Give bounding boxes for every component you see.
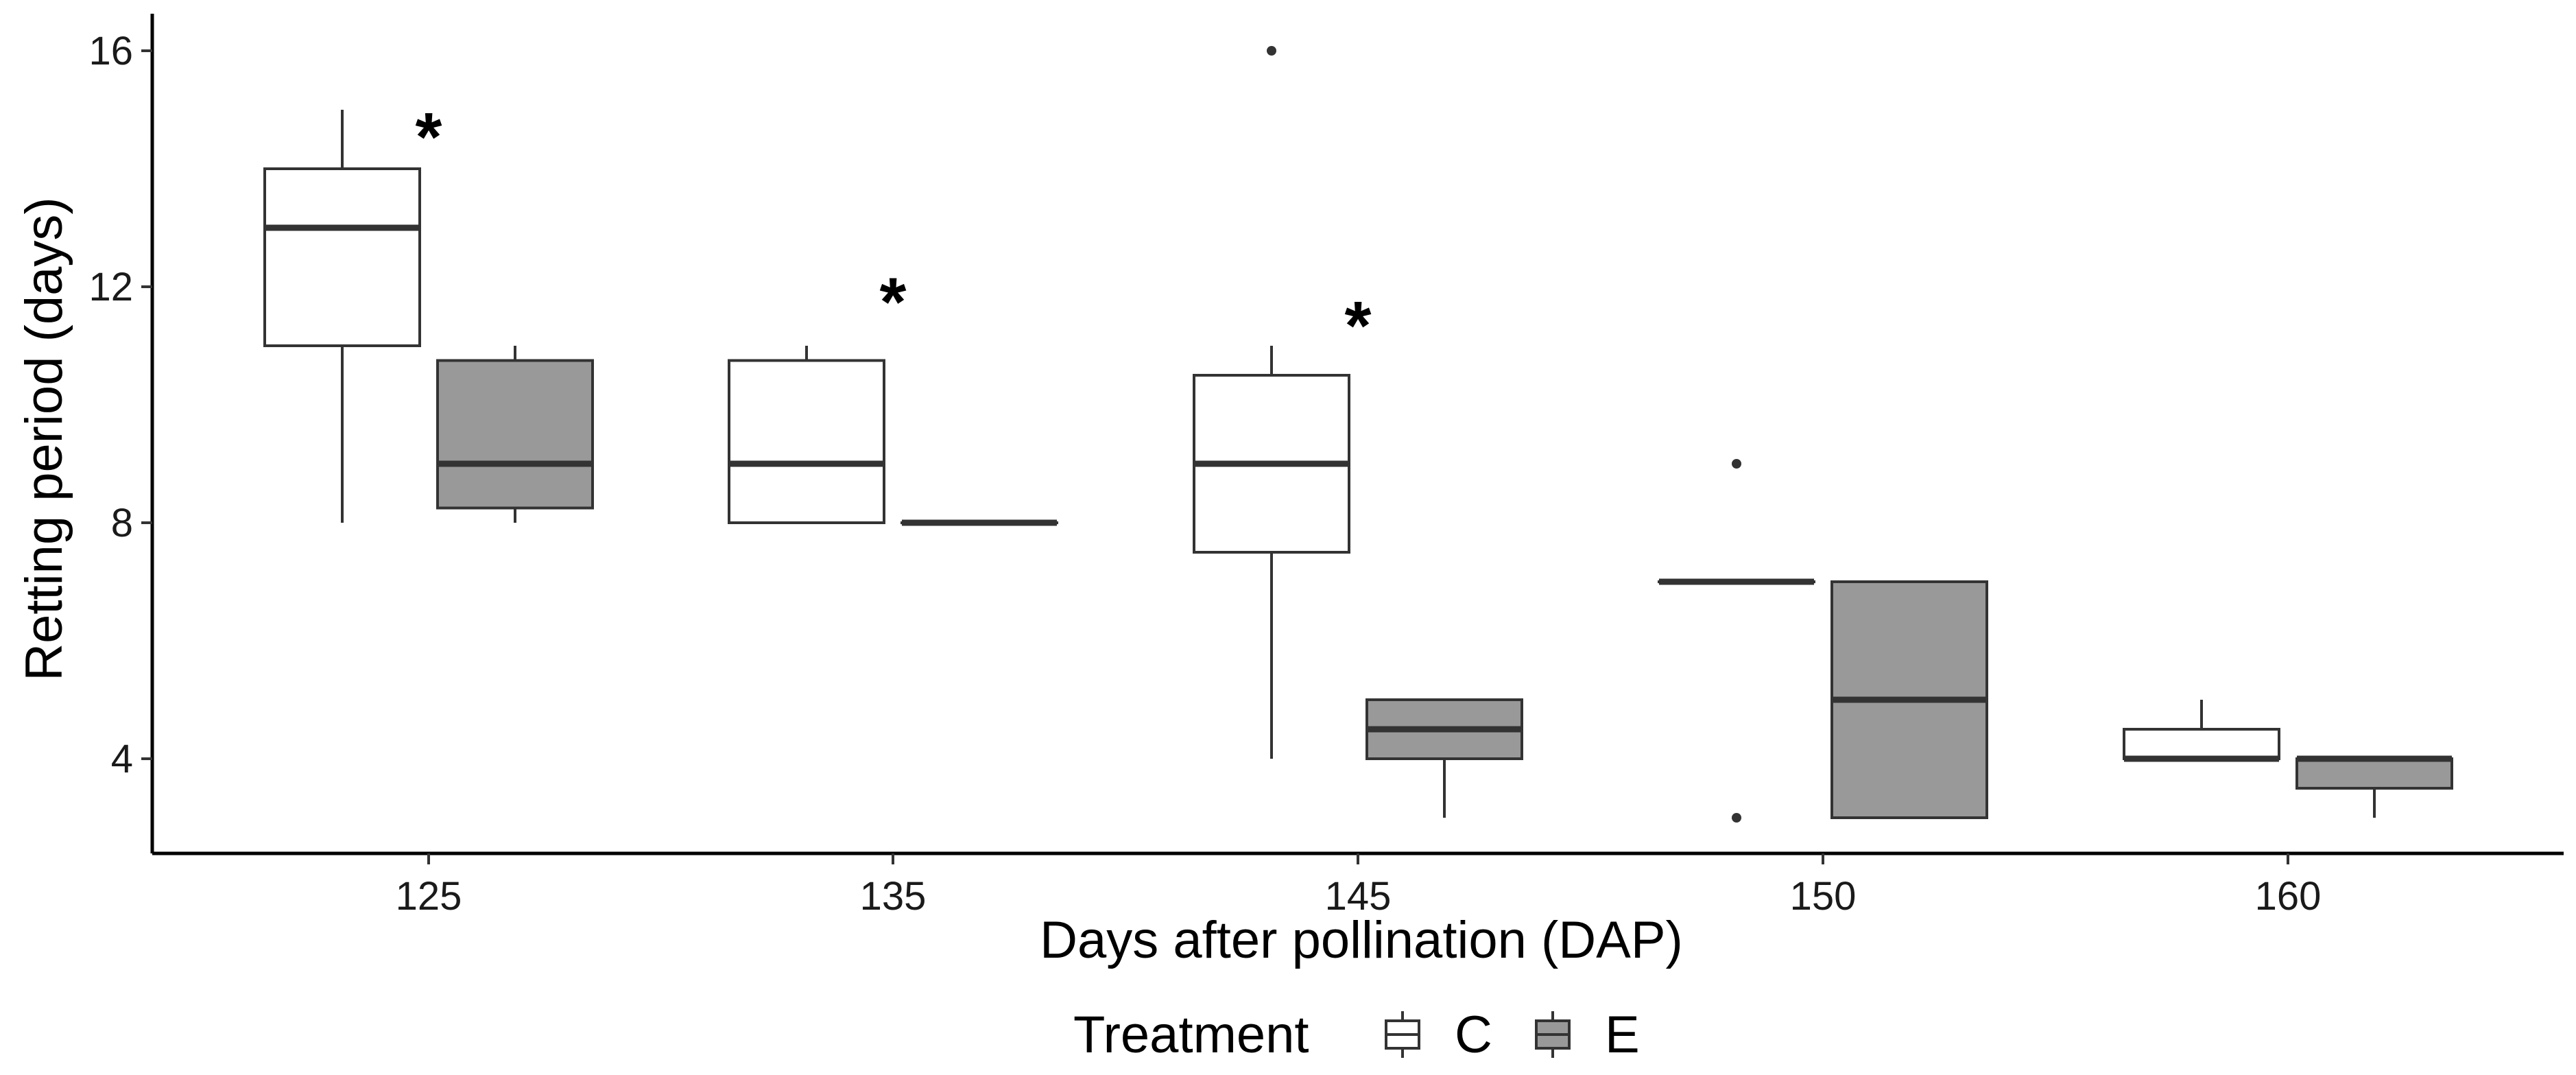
x-tick-label: 150: [1790, 874, 1857, 919]
box-C-125: [263, 110, 421, 523]
box-E-125: [436, 346, 594, 523]
legend-key-E: [1535, 1011, 1571, 1058]
significance-marker: *: [1345, 287, 1372, 364]
box-E-160: [2295, 755, 2453, 818]
legend-key-C: [1385, 1011, 1420, 1058]
significance-marker: *: [880, 264, 907, 341]
box-iqr: [2295, 757, 2453, 790]
x-tick-label: 160: [2255, 874, 2322, 919]
x-axis-title: Days after pollination (DAP): [1040, 911, 1683, 969]
box-C-150: [1658, 459, 1815, 823]
box-E-145: [1365, 698, 1523, 818]
box-C-135: [728, 346, 885, 524]
box-iqr: [436, 359, 594, 510]
legend-label-C: C: [1455, 1006, 1492, 1064]
box-C-145: [1193, 46, 1350, 759]
y-tick-label: 16: [88, 29, 133, 73]
box-iqr: [728, 359, 885, 524]
y-tick-label: 8: [111, 501, 133, 545]
outlier-point: [1732, 813, 1741, 823]
significance-annotations: * * *: [416, 99, 1372, 364]
outlier-point: [1732, 459, 1741, 469]
box-E-150: [1830, 580, 1988, 819]
significance-marker: *: [416, 99, 442, 176]
box-iqr: [263, 167, 421, 347]
outlier-point: [1267, 46, 1276, 56]
x-tick-label: 145: [1325, 874, 1392, 919]
y-axis-title: Retting period (days): [15, 197, 73, 681]
box-iqr: [2123, 728, 2280, 760]
boxes: [263, 46, 2453, 823]
axes: 4 8 12 16 125 135 145 150 160: [88, 14, 2564, 919]
legend-title: Treatment: [1073, 1006, 1309, 1064]
legend-label-E: E: [1605, 1006, 1640, 1064]
x-tick-label: 125: [396, 874, 462, 919]
x-tick-label: 135: [860, 874, 927, 919]
box-C-160: [2123, 700, 2280, 762]
y-tick-label: 4: [111, 737, 133, 781]
legend: Treatment C E: [1073, 1006, 1640, 1064]
y-tick-label: 12: [88, 265, 133, 309]
